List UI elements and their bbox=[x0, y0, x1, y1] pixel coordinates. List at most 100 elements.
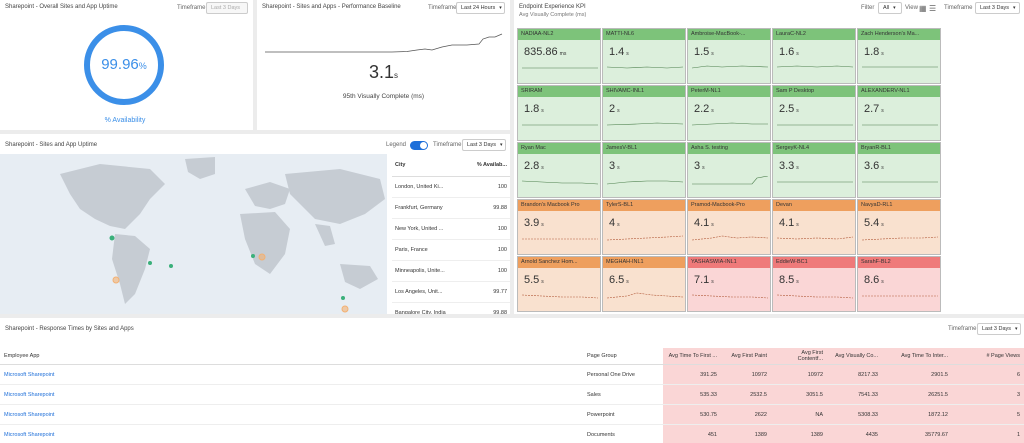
kpi-tile-sparkline bbox=[777, 236, 853, 240]
kpi-tile-sparkline bbox=[522, 294, 598, 299]
kpi-tile[interactable]: Asha S. testing 3 s bbox=[687, 142, 771, 198]
availability-gauge: 99.96% bbox=[84, 25, 164, 105]
kpi-tile[interactable]: SarahF-BL2 8.6 s bbox=[857, 256, 941, 312]
timeframe-label: Timeframe bbox=[428, 5, 457, 11]
kpi-tile[interactable]: Ryan Mac 2.8 s bbox=[517, 142, 601, 198]
table-row[interactable]: Minneapolis, Unite... 100 bbox=[392, 260, 510, 282]
column-header-city[interactable]: City bbox=[392, 154, 465, 177]
app-link[interactable]: Microsoft Sharepoint bbox=[4, 371, 55, 378]
kpi-tile-sparkline bbox=[777, 124, 853, 126]
column-header-first-contentful[interactable]: Avg First Contentf... bbox=[771, 348, 827, 365]
column-header-time-to-interactive[interactable]: Avg Time To Inter... bbox=[882, 348, 952, 365]
kpi-tile[interactable]: Ambroise-MacBook-... 1.5 s bbox=[687, 28, 771, 84]
table-row[interactable]: Microsoft Sharepoint Sales 535.33 2532.5 305… bbox=[0, 384, 1024, 405]
kpi-tile[interactable]: NADIAA-NL2 835.86 ms bbox=[517, 28, 601, 84]
column-header-visually-complete[interactable]: Avg Visually Co... bbox=[827, 348, 882, 365]
world-map[interactable] bbox=[0, 154, 387, 314]
chevron-down-icon: ▾ bbox=[1013, 5, 1016, 11]
kpi-tile[interactable]: BryanR-BL1 3.6 s bbox=[857, 142, 941, 198]
page-group-cell: Personal One Drive bbox=[583, 364, 663, 385]
kpi-tile-value: 1.5 s bbox=[694, 46, 714, 58]
employee-app-link[interactable]: Microsoft Sharepoint bbox=[0, 364, 583, 385]
table-row[interactable]: Bangalore City, India 99.88 bbox=[392, 302, 510, 314]
table-row[interactable]: Paris, France 100 bbox=[392, 239, 510, 261]
metric-cell: 391.25 bbox=[663, 364, 721, 385]
kpi-tile[interactable]: Devan 4.1 s bbox=[772, 199, 856, 255]
kpi-tile[interactable]: Sam P Desktop 2.5 s bbox=[772, 85, 856, 141]
perf-sparkline bbox=[265, 33, 503, 53]
metric-cell: 4435 bbox=[827, 424, 882, 443]
employee-app-link[interactable]: Microsoft Sharepoint bbox=[0, 404, 583, 425]
kpi-tile-sparkline bbox=[607, 66, 683, 69]
kpi-tile[interactable]: SergeyK-NL4 3.3 s bbox=[772, 142, 856, 198]
kpi-tile[interactable]: Brandon's Macbook Pro 3.9 s bbox=[517, 199, 601, 255]
endpoint-kpi-panel: Endpoint Experience KPI Avg Visually Com… bbox=[514, 0, 1024, 314]
kpi-tile[interactable]: TylerS-BL1 4 s bbox=[602, 199, 686, 255]
availability-cell: 99.88 bbox=[464, 302, 510, 314]
metric-cell: 3051.5 bbox=[771, 384, 827, 405]
legend-toggle[interactable] bbox=[410, 141, 428, 150]
kpi-tile[interactable]: YASHASWIA-INL1 7.1 s bbox=[687, 256, 771, 312]
list-view-icon[interactable]: ☰ bbox=[929, 4, 937, 13]
table-row[interactable]: Los Angeles, Unit... 99.77 bbox=[392, 281, 510, 303]
availability-label: % Availability bbox=[104, 117, 146, 124]
kpi-tile-sparkline bbox=[522, 67, 598, 69]
column-header-time-to-first[interactable]: Avg Time To First ... bbox=[663, 348, 721, 365]
column-header-employee-app[interactable]: Employee App bbox=[0, 348, 583, 365]
employee-app-link[interactable]: Microsoft Sharepoint bbox=[0, 384, 583, 405]
filter-dropdown[interactable]: All ▾ bbox=[878, 2, 902, 14]
grid-view-icon[interactable]: ▦ bbox=[919, 4, 927, 13]
kpi-tile[interactable]: SHIVAMC-INL1 2 s bbox=[602, 85, 686, 141]
column-header-page-views[interactable]: # Page Views bbox=[952, 348, 1024, 365]
uptime-timeframe-dropdown[interactable]: Last 3 Days bbox=[206, 2, 248, 14]
metric-cell: 10972 bbox=[771, 364, 827, 385]
kpi-tile-value: 5.4 s bbox=[864, 217, 884, 229]
table-row[interactable]: Microsoft Sharepoint Documents 451 1389 1389… bbox=[0, 424, 1024, 443]
kpi-tile-sparkline bbox=[692, 235, 768, 241]
kpi-tile[interactable]: ALEXANDERV-NL1 2.7 s bbox=[857, 85, 941, 141]
app-link[interactable]: Microsoft Sharepoint bbox=[4, 391, 55, 398]
kpi-tile[interactable]: MATTI-NL6 1.4 s bbox=[602, 28, 686, 84]
kpi-tile-value: 8.6 s bbox=[864, 274, 884, 286]
kpi-tile-name: Ambroise-MacBook-... bbox=[688, 29, 770, 40]
kpi-tile[interactable]: Pramod-Macbook-Pro 4.1 s bbox=[687, 199, 771, 255]
kpi-tile-sparkline bbox=[862, 236, 938, 241]
availability-cell: 100 bbox=[464, 260, 510, 282]
resp-timeframe-dropdown[interactable]: Last 3 Days ▾ bbox=[977, 323, 1021, 335]
kpi-tile[interactable]: JamesV-BL1 3 s bbox=[602, 142, 686, 198]
table-row[interactable]: Frankfurt, Germany 99.88 bbox=[392, 197, 510, 219]
metric-cell: 451 bbox=[663, 424, 721, 443]
table-row[interactable]: Microsoft Sharepoint Personal One Drive 39… bbox=[0, 364, 1024, 385]
response-times-table: Employee App Page Group Avg Time To Firs… bbox=[0, 348, 1024, 443]
kpi-tile-name: MEGHAH-INL1 bbox=[603, 257, 685, 268]
app-link[interactable]: Microsoft Sharepoint bbox=[4, 431, 55, 438]
column-header-availability[interactable]: % Availab... bbox=[464, 154, 510, 177]
app-link[interactable]: Microsoft Sharepoint bbox=[4, 411, 55, 418]
dropdown-value: Last 3 Days bbox=[980, 5, 1010, 11]
table-row[interactable]: London, United Ki... 100 bbox=[392, 176, 510, 198]
perf-timeframe-dropdown[interactable]: Last 24 Hours ▾ bbox=[456, 2, 505, 14]
kpi-timeframe-dropdown[interactable]: Last 3 Days ▾ bbox=[975, 2, 1020, 14]
kpi-tile-sparkline bbox=[607, 235, 683, 241]
city-cell: Minneapolis, Unite... bbox=[392, 260, 465, 282]
table-row[interactable]: New York, United ... 100 bbox=[392, 218, 510, 240]
kpi-tile[interactable]: SRIRAM 1.8 s bbox=[517, 85, 601, 141]
table-row[interactable]: Microsoft Sharepoint Powerpoint 530.75 2622… bbox=[0, 404, 1024, 425]
kpi-tile[interactable]: LauraC-NL2 1.6 s bbox=[772, 28, 856, 84]
view-label: View bbox=[905, 5, 918, 11]
kpi-tile[interactable]: EddieW-BC1 8.5 s bbox=[772, 256, 856, 312]
column-header-first-paint[interactable]: Avg First Paint bbox=[721, 348, 771, 365]
kpi-tile[interactable]: PeterM-NL1 2.2 s bbox=[687, 85, 771, 141]
employee-app-link[interactable]: Microsoft Sharepoint bbox=[0, 424, 583, 443]
metric-cell: 1872.12 bbox=[882, 404, 952, 425]
kpi-tile-name: PeterM-NL1 bbox=[688, 86, 770, 97]
kpi-tile[interactable]: NavyaD-RL1 5.4 s bbox=[857, 199, 941, 255]
column-header-page-group[interactable]: Page Group bbox=[583, 348, 663, 365]
kpi-tile[interactable]: Zach Henderson's Ma... 1.8 s bbox=[857, 28, 941, 84]
kpi-tile-name: SarahF-BL2 bbox=[858, 257, 940, 268]
kpi-tile[interactable]: Arnold Sanchez Hom... 5.5 s bbox=[517, 256, 601, 312]
kpi-tile[interactable]: MEGHAH-INL1 6.5 s bbox=[602, 256, 686, 312]
map-timeframe-dropdown[interactable]: Last 3 Days ▾ bbox=[462, 139, 506, 151]
